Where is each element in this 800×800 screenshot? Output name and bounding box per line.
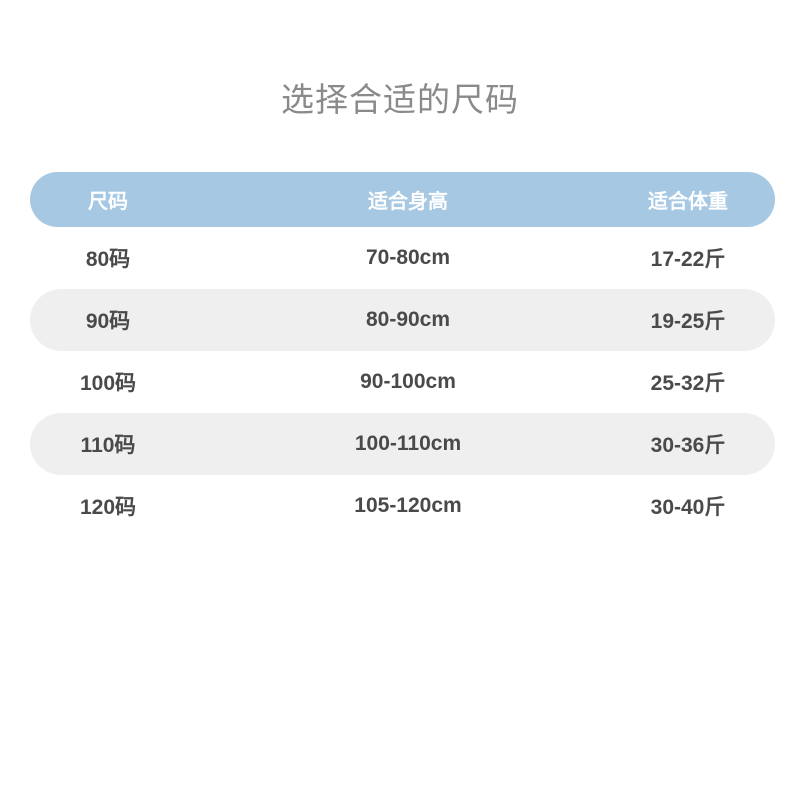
cell-height: 90-100cm — [360, 370, 456, 393]
cell-height: 100-110cm — [354, 432, 462, 455]
table-row: 110码 100-110cm 30-36斤 — [30, 413, 775, 475]
cell-weight: 30-36斤 — [650, 434, 726, 457]
table-row: 100码 90-100cm 25-32斤 — [30, 351, 775, 413]
cell-size: 110码 — [80, 434, 136, 457]
size-table: 尺码 适合身高 适合体重 80码 70-80cm 17-22斤 90码 80-9… — [30, 172, 775, 537]
table-row: 90码 80-90cm 19-25斤 — [30, 289, 775, 351]
header-cell-size: 尺码 — [88, 191, 128, 213]
cell-weight: 25-32斤 — [650, 372, 726, 395]
table-row: 80码 70-80cm 17-22斤 — [30, 227, 775, 289]
cell-size: 100码 — [79, 372, 137, 395]
header-cell-height: 适合身高 — [368, 191, 448, 213]
cell-height: 70-80cm — [365, 246, 451, 269]
cell-size: 120码 — [79, 496, 137, 519]
cell-size: 80码 — [85, 248, 131, 271]
cell-weight: 17-22斤 — [650, 248, 726, 271]
cell-weight: 30-40斤 — [650, 496, 726, 519]
cell-height: 105-120cm — [354, 494, 462, 517]
cell-weight: 19-25斤 — [650, 310, 726, 333]
page-title: 选择合适的尺码 — [281, 81, 519, 118]
header-cell-weight: 适合体重 — [648, 191, 728, 213]
cell-height: 80-90cm — [365, 308, 451, 331]
table-row: 120码 105-120cm 30-40斤 — [30, 475, 775, 537]
cell-size: 90码 — [85, 310, 131, 333]
size-table-header: 尺码 适合身高 适合体重 — [30, 172, 775, 227]
